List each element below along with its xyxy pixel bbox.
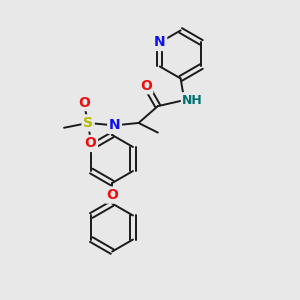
Text: N: N: [154, 35, 166, 50]
Text: NH: NH: [182, 94, 203, 106]
Text: N: N: [109, 118, 120, 132]
Text: O: O: [79, 95, 90, 110]
Text: O: O: [85, 136, 96, 150]
Text: O: O: [140, 79, 152, 93]
Text: O: O: [106, 188, 118, 202]
Text: S: S: [83, 116, 93, 130]
